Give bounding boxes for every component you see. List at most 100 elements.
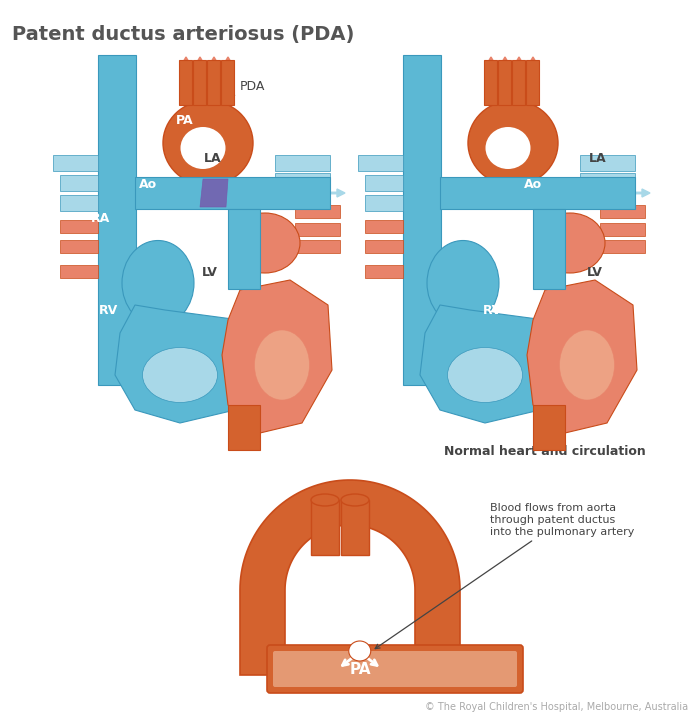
Bar xyxy=(193,60,206,105)
Text: PA: PA xyxy=(349,661,371,677)
FancyArrow shape xyxy=(373,180,393,186)
FancyArrow shape xyxy=(373,223,393,229)
Bar xyxy=(600,240,645,253)
Ellipse shape xyxy=(468,101,558,186)
FancyArrow shape xyxy=(183,57,190,70)
Text: RV: RV xyxy=(484,303,503,316)
Ellipse shape xyxy=(122,240,194,326)
Bar xyxy=(179,60,192,105)
FancyArrow shape xyxy=(545,433,553,447)
Bar xyxy=(365,265,403,278)
Ellipse shape xyxy=(230,213,300,273)
Ellipse shape xyxy=(311,494,339,506)
FancyArrow shape xyxy=(68,268,88,274)
Text: RA: RA xyxy=(475,211,495,224)
FancyArrow shape xyxy=(633,189,650,197)
Bar xyxy=(512,60,525,105)
Bar xyxy=(295,240,340,253)
Ellipse shape xyxy=(255,330,309,400)
Polygon shape xyxy=(420,305,563,423)
Bar xyxy=(403,55,441,385)
Bar xyxy=(600,223,645,236)
FancyArrow shape xyxy=(211,57,218,70)
Ellipse shape xyxy=(486,127,531,169)
Ellipse shape xyxy=(427,240,499,326)
FancyArrow shape xyxy=(373,160,393,166)
Bar xyxy=(533,209,565,289)
Text: Normal heart and circulation: Normal heart and circulation xyxy=(444,445,646,458)
Polygon shape xyxy=(222,280,332,433)
Bar xyxy=(440,177,635,209)
Bar xyxy=(311,500,339,555)
Ellipse shape xyxy=(163,101,253,186)
Bar xyxy=(358,155,403,171)
Bar xyxy=(498,60,511,105)
Ellipse shape xyxy=(559,330,615,400)
Text: PA: PA xyxy=(561,114,579,127)
FancyArrow shape xyxy=(605,160,625,166)
Bar xyxy=(341,500,369,555)
Text: LA: LA xyxy=(204,152,222,165)
Bar xyxy=(533,405,565,450)
FancyArrow shape xyxy=(373,268,393,274)
Text: Ao: Ao xyxy=(139,178,157,191)
Bar xyxy=(295,223,340,236)
Text: RA: RA xyxy=(90,211,110,224)
Ellipse shape xyxy=(535,213,605,273)
Bar xyxy=(53,155,98,171)
Text: RV: RV xyxy=(99,303,118,316)
FancyArrow shape xyxy=(68,223,88,229)
FancyArrow shape xyxy=(440,189,457,197)
FancyArrow shape xyxy=(300,178,320,184)
Bar xyxy=(207,60,220,105)
Bar xyxy=(295,205,340,218)
Polygon shape xyxy=(200,179,228,207)
FancyArrow shape xyxy=(605,178,625,184)
FancyArrow shape xyxy=(425,189,443,197)
Polygon shape xyxy=(527,280,637,433)
Text: PDA: PDA xyxy=(192,80,265,116)
Bar xyxy=(135,177,330,209)
Bar xyxy=(275,173,330,189)
Text: PA: PA xyxy=(176,114,194,127)
FancyArrow shape xyxy=(300,160,320,166)
FancyArrow shape xyxy=(68,160,88,166)
Bar xyxy=(365,175,403,191)
FancyArrow shape xyxy=(200,185,214,197)
Polygon shape xyxy=(240,480,460,675)
Bar xyxy=(60,175,98,191)
Bar xyxy=(60,220,98,233)
FancyBboxPatch shape xyxy=(273,651,517,687)
FancyArrow shape xyxy=(529,57,536,70)
Bar xyxy=(580,173,635,189)
Text: Ao: Ao xyxy=(309,572,331,587)
Bar xyxy=(365,240,403,253)
FancyArrow shape xyxy=(213,185,226,197)
FancyArrow shape xyxy=(240,433,248,447)
Text: Ao: Ao xyxy=(524,178,542,191)
Bar xyxy=(228,209,260,289)
FancyArrow shape xyxy=(501,57,508,70)
Ellipse shape xyxy=(341,494,369,506)
FancyBboxPatch shape xyxy=(267,645,523,693)
Ellipse shape xyxy=(181,127,225,169)
FancyArrow shape xyxy=(328,189,345,197)
FancyArrow shape xyxy=(373,243,393,249)
Ellipse shape xyxy=(143,347,218,403)
FancyArrow shape xyxy=(373,200,393,206)
Bar xyxy=(484,60,497,105)
Polygon shape xyxy=(115,305,258,423)
FancyArrow shape xyxy=(493,184,508,197)
FancyArrow shape xyxy=(617,189,637,197)
Ellipse shape xyxy=(447,347,522,403)
Text: LV: LV xyxy=(202,265,218,278)
FancyArrow shape xyxy=(135,189,152,197)
Bar xyxy=(365,195,403,211)
Bar xyxy=(60,265,98,278)
Bar xyxy=(98,55,136,385)
Bar xyxy=(221,60,234,105)
Bar xyxy=(365,220,403,233)
Text: LA: LA xyxy=(589,152,607,165)
FancyArrow shape xyxy=(120,189,138,197)
FancyArrow shape xyxy=(68,200,88,206)
